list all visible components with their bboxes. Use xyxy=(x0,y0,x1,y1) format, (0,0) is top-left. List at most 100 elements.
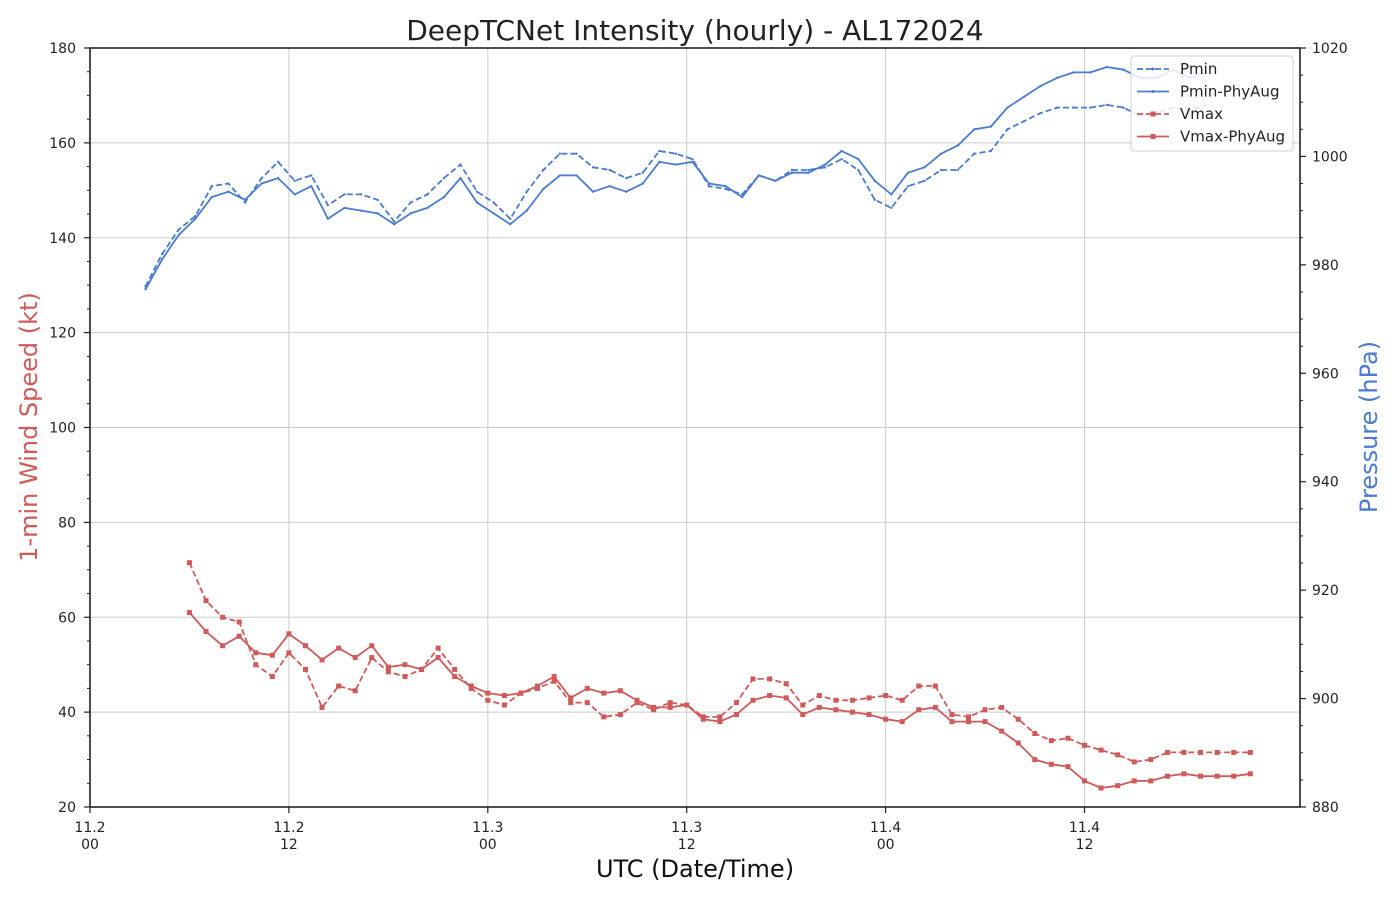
data-point xyxy=(807,168,810,172)
data-point xyxy=(1198,749,1204,755)
data-point xyxy=(873,179,877,183)
legend-label: Pmin-PhyAug xyxy=(1180,83,1279,101)
left-tick-label: 40 xyxy=(58,705,76,721)
data-point xyxy=(767,693,773,699)
data-point xyxy=(641,182,644,185)
data-point xyxy=(608,185,611,188)
data-point xyxy=(575,152,578,155)
left-axis-label: 1-min Wind Speed (kt) xyxy=(15,292,43,562)
data-point xyxy=(674,163,678,166)
data-point xyxy=(302,666,308,672)
data-point xyxy=(800,702,806,708)
data-point xyxy=(485,690,491,696)
data-point xyxy=(525,190,528,193)
data-point xyxy=(658,160,661,164)
data-point xyxy=(989,149,993,153)
data-point xyxy=(293,179,296,183)
data-point xyxy=(774,179,777,183)
left-tick-label: 100 xyxy=(49,421,76,437)
data-point xyxy=(707,185,711,188)
data-point xyxy=(625,176,628,180)
data-point xyxy=(939,168,943,172)
data-point xyxy=(369,643,375,649)
data-point xyxy=(558,174,562,177)
data-point xyxy=(1082,778,1088,784)
data-point xyxy=(1231,773,1237,779)
series-layer xyxy=(144,65,1253,791)
data-point xyxy=(700,716,706,722)
right-tick-label: 980 xyxy=(1312,258,1339,274)
data-point xyxy=(177,233,180,237)
data-point xyxy=(568,695,574,701)
left-tick-label: 60 xyxy=(58,610,76,626)
data-point xyxy=(186,610,192,616)
data-point xyxy=(392,220,396,223)
data-point xyxy=(1089,71,1092,74)
data-point xyxy=(982,707,988,713)
data-point xyxy=(508,222,512,226)
data-point xyxy=(269,674,275,680)
data-point xyxy=(790,171,794,174)
series-vmax xyxy=(186,560,1253,765)
right-tick-label: 960 xyxy=(1312,366,1339,382)
data-point xyxy=(684,702,690,708)
data-point xyxy=(452,666,458,672)
data-point xyxy=(326,217,330,220)
data-point xyxy=(186,560,192,566)
data-point xyxy=(575,174,578,177)
data-point xyxy=(790,168,794,172)
data-point xyxy=(385,664,391,670)
legend-marker xyxy=(1150,134,1156,139)
data-point xyxy=(508,217,512,220)
data-point xyxy=(243,198,247,201)
right-tick-label: 940 xyxy=(1312,475,1339,491)
data-point xyxy=(906,185,910,188)
data-point xyxy=(203,598,209,604)
data-point xyxy=(674,152,678,155)
data-point xyxy=(551,674,557,680)
data-point xyxy=(1022,119,1026,123)
data-point xyxy=(956,168,959,172)
x-tick-label-date: 11.2 xyxy=(273,820,304,836)
right-tick-label: 1000 xyxy=(1312,149,1348,165)
left-tick-label: 180 xyxy=(49,41,76,57)
x-tick-label-hour: 00 xyxy=(877,837,895,853)
data-point xyxy=(932,683,938,689)
data-point xyxy=(816,693,822,699)
data-point xyxy=(1082,742,1088,748)
right-tick-label: 880 xyxy=(1312,800,1339,816)
data-point xyxy=(601,690,607,696)
data-point xyxy=(691,157,694,161)
data-point xyxy=(1214,773,1220,779)
data-point xyxy=(568,700,574,706)
data-point xyxy=(392,222,396,226)
data-point xyxy=(1032,757,1038,763)
data-point xyxy=(833,707,839,713)
left-tick-label: 80 xyxy=(58,515,76,531)
data-point xyxy=(1214,749,1220,755)
data-point xyxy=(1072,106,1075,109)
data-point xyxy=(1065,735,1071,741)
data-point xyxy=(501,702,507,708)
data-point xyxy=(336,683,342,689)
data-point xyxy=(260,182,263,185)
data-point xyxy=(1006,128,1009,131)
data-point xyxy=(343,206,346,210)
data-point xyxy=(551,678,557,684)
data-point xyxy=(1164,749,1170,755)
data-point xyxy=(939,152,943,155)
left-axis-ticks: 20 40 60 80 100 120 140 160 180 xyxy=(49,41,90,816)
data-point xyxy=(343,193,346,196)
data-point xyxy=(965,714,971,720)
legend-label: Vmax-PhyAug xyxy=(1180,128,1285,146)
data-point xyxy=(717,719,723,725)
data-point xyxy=(667,700,673,706)
data-point xyxy=(1181,749,1187,755)
data-point xyxy=(932,704,938,710)
data-point xyxy=(857,157,860,161)
data-point xyxy=(906,171,910,174)
data-point xyxy=(525,209,528,212)
data-point xyxy=(667,704,673,710)
data-point xyxy=(584,685,590,691)
